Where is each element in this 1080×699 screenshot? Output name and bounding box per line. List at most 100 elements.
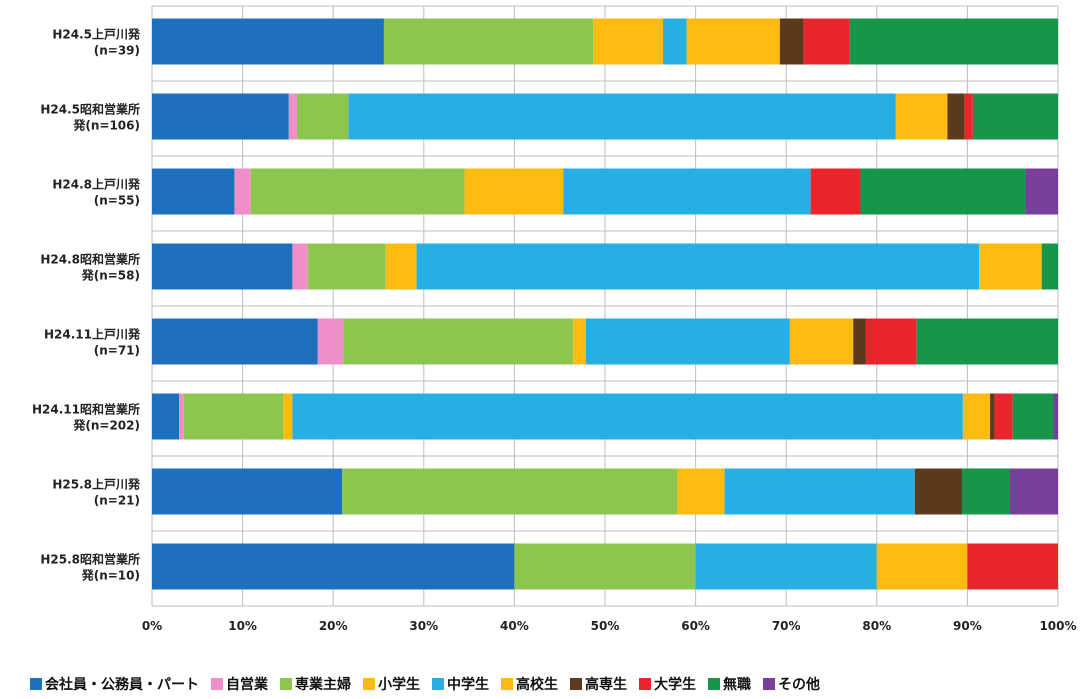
x-tick-label: 80% (862, 619, 891, 633)
legend-label: 無職 (723, 677, 751, 693)
bar-segment (662, 18, 687, 65)
bar-segment (677, 468, 725, 515)
x-tick-label: 10% (228, 619, 257, 633)
x-tick-label: 50% (591, 619, 620, 633)
legend-item: 小学生 (363, 674, 420, 694)
bar-segment (1025, 168, 1058, 215)
legend-item: 大学生 (639, 674, 696, 694)
bar-segment (317, 318, 344, 365)
legend-label: その他 (778, 677, 820, 693)
bar-segment (288, 93, 297, 140)
bar-segment (789, 318, 854, 365)
bar-segment (990, 393, 995, 440)
bar-segment (810, 168, 861, 215)
bar-segment (563, 168, 811, 215)
bar-segment (962, 393, 991, 440)
bar-segment (292, 243, 308, 290)
bar-segment (152, 468, 343, 515)
bar-segment (250, 168, 465, 215)
bar-segment (947, 93, 965, 140)
legend-label: 小学生 (378, 677, 420, 693)
bar-segment (464, 168, 564, 215)
legend-label: 専業主婦 (295, 677, 351, 693)
x-tick-label: 40% (500, 619, 529, 633)
legend-swatch (211, 678, 223, 690)
bar-segment (994, 393, 1013, 440)
bar-segment (695, 543, 877, 590)
bar-segment (876, 543, 968, 590)
bar-segment (573, 318, 586, 365)
bar-segment (916, 318, 1058, 365)
x-tick-label: 60% (681, 619, 710, 633)
legend-item: 高専生 (570, 674, 627, 694)
category-label: H24.5昭和営業所発(n=106) (40, 102, 140, 133)
category-label: H24.5上戸川発(n=39) (52, 27, 141, 58)
bar-segment (152, 543, 515, 590)
legend-label: 大学生 (654, 677, 696, 693)
bar-segment (383, 18, 594, 65)
bar-segment (283, 393, 293, 440)
bar-segment (152, 168, 235, 215)
bar-segment (972, 93, 1058, 140)
bars (152, 18, 1058, 590)
bar-segment (849, 18, 1058, 65)
bar-segment (724, 468, 915, 515)
bar-segment (152, 18, 384, 65)
legend-label: 会社員・公務員・パート (45, 677, 199, 693)
x-tick-label: 0% (142, 619, 162, 633)
bar-segment (1012, 393, 1054, 440)
category-label: H24.8上戸川発(n=55) (52, 177, 141, 208)
legend-swatch (432, 678, 444, 690)
bar-segment (179, 393, 184, 440)
x-tick-label: 90% (953, 619, 982, 633)
bar-segment (342, 468, 678, 515)
legend-label: 高専生 (585, 677, 627, 693)
bar-segment (296, 93, 349, 140)
legend-label: 高校生 (516, 677, 558, 693)
x-tick-label: 20% (319, 619, 348, 633)
legend-label: 中学生 (447, 677, 489, 693)
bar-segment (348, 93, 896, 140)
legend-swatch (570, 678, 582, 690)
bar-segment (1053, 393, 1058, 440)
bar-segment (961, 468, 1010, 515)
bar-segment (152, 93, 289, 140)
x-tick-label: 100% (1039, 619, 1076, 633)
bar-segment (585, 318, 790, 365)
bar-segment (307, 243, 386, 290)
bar-segment (152, 243, 293, 290)
legend-item: 無職 (708, 674, 751, 694)
bar-segment (385, 243, 417, 290)
bar-segment (779, 18, 804, 65)
bar-segment (343, 318, 574, 365)
bar-segment (183, 393, 284, 440)
bar-segment (593, 18, 663, 65)
x-tick-label: 30% (409, 619, 438, 633)
category-label: H24.11昭和営業所発(n=202) (32, 402, 140, 433)
legend-item: 自営業 (211, 674, 268, 694)
legend-item: 専業主婦 (280, 674, 351, 694)
legend: 会社員・公務員・パート 自営業 専業主婦 小学生 中学生 高校生 高専生 大学生 無職 その他 (30, 674, 832, 694)
bar-segment (1041, 243, 1058, 290)
bar-segment (686, 18, 780, 65)
legend-swatch (363, 678, 375, 690)
x-axis-tick-labels: 0% 10% 20% 30% 40% 50% 60% 70% 80% 90% 100% (142, 619, 1077, 633)
legend-item: 中学生 (432, 674, 489, 694)
legend-label: 自営業 (226, 677, 268, 693)
bar-segment (964, 93, 973, 140)
bar-segment (1009, 468, 1058, 515)
bar-segment (803, 18, 850, 65)
bar-segment (152, 318, 318, 365)
bar-segment (234, 168, 251, 215)
legend-swatch (30, 678, 42, 690)
bar-segment (979, 243, 1042, 290)
bar-segment (865, 318, 917, 365)
category-label: H25.8上戸川発(n=21) (52, 477, 141, 508)
category-label: H25.8昭和営業所発(n=10) (40, 552, 140, 583)
legend-swatch (639, 678, 651, 690)
legend-item: その他 (763, 674, 820, 694)
category-label: H24.11上戸川発(n=71) (44, 327, 141, 358)
bar-segment (514, 543, 696, 590)
category-label: H24.8昭和営業所発(n=58) (40, 252, 140, 283)
